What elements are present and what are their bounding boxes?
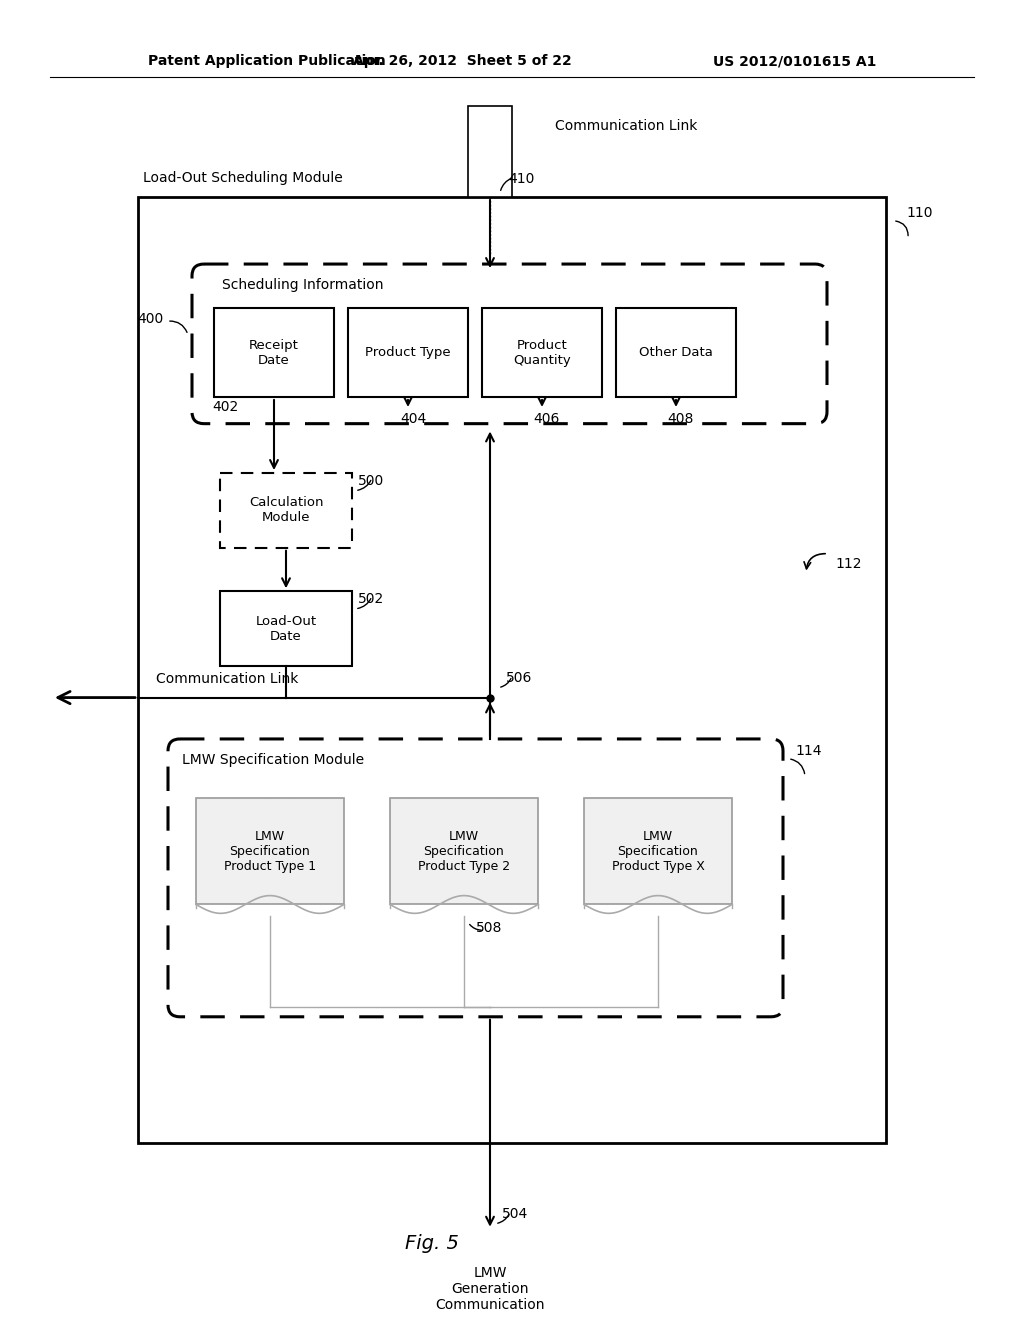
Bar [468, 107, 512, 197]
Text: 508: 508 [476, 921, 503, 935]
Text: 402: 402 [212, 400, 239, 413]
Bar [138, 197, 886, 1143]
Text: Other Data: Other Data [639, 346, 713, 359]
FancyBboxPatch shape [193, 264, 827, 424]
Text: 112: 112 [835, 557, 861, 570]
Text: 504: 504 [502, 1206, 528, 1221]
Text: 404: 404 [400, 412, 426, 426]
Text: Load-Out
Date: Load-Out Date [255, 615, 316, 643]
Bar [220, 473, 352, 548]
Bar [584, 799, 732, 904]
Text: Scheduling Information: Scheduling Information [222, 277, 384, 292]
Bar [616, 309, 736, 397]
Text: 500: 500 [358, 474, 384, 488]
Text: Product Type: Product Type [366, 346, 451, 359]
Text: 502: 502 [358, 593, 384, 606]
Text: Fig. 5: Fig. 5 [406, 1234, 459, 1253]
Text: Patent Application Publication: Patent Application Publication [148, 54, 386, 69]
Text: Apr. 26, 2012  Sheet 5 of 22: Apr. 26, 2012 Sheet 5 of 22 [352, 54, 571, 69]
Text: 410: 410 [508, 173, 535, 186]
Text: 114: 114 [795, 743, 821, 758]
Text: LMW
Generation
Communication: LMW Generation Communication [435, 1266, 545, 1312]
Bar [348, 309, 468, 397]
Bar [214, 309, 334, 397]
Text: Communication Link: Communication Link [555, 119, 697, 133]
Text: LMW
Specification
Product Type 2: LMW Specification Product Type 2 [418, 830, 510, 873]
Text: LMW
Specification
Product Type X: LMW Specification Product Type X [611, 830, 705, 873]
Text: 110: 110 [906, 206, 933, 220]
FancyBboxPatch shape [168, 739, 783, 1016]
Text: 400: 400 [138, 313, 164, 326]
Bar [220, 591, 352, 667]
Text: 506: 506 [506, 671, 532, 685]
Text: Calculation
Module: Calculation Module [249, 496, 324, 524]
Text: LMW Specification Module: LMW Specification Module [182, 752, 365, 767]
Text: Receipt
Date: Receipt Date [249, 339, 299, 367]
Text: LMW
Specification
Product Type 1: LMW Specification Product Type 1 [224, 830, 316, 873]
Text: Load-Out Scheduling Module: Load-Out Scheduling Module [143, 172, 343, 185]
Bar [390, 799, 538, 904]
Text: 406: 406 [534, 412, 560, 426]
Text: 408: 408 [668, 412, 694, 426]
Text: Product
Quantity: Product Quantity [513, 339, 570, 367]
Bar [482, 309, 602, 397]
Bar [196, 799, 344, 904]
Text: US 2012/0101615 A1: US 2012/0101615 A1 [713, 54, 876, 69]
Text: Communication Link: Communication Link [156, 672, 298, 686]
